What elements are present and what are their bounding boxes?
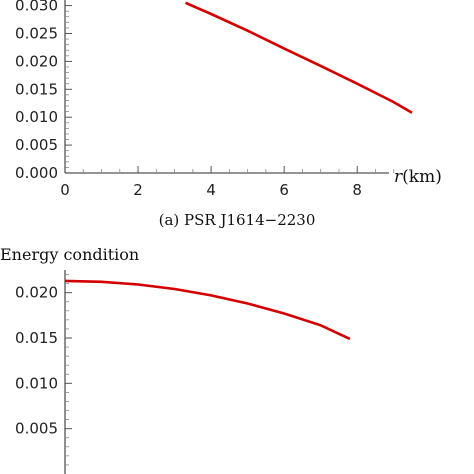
bottom-y-tick-label: 0.015 [15,329,58,347]
top-y-ticks: 0.000 0.005 0.010 0.015 0.020 0.025 0.030 [15,0,72,182]
top-x-tick-label: 8 [352,181,362,199]
top-chart: 0.000 0.005 0.010 0.015 0.020 0.025 0.030 0 2 4 6… [15,0,442,229]
bottom-y-tick-label: 0.020 [15,284,58,302]
bottom-chart: Energy condition 0.005 0.010 0.015 0.020 [0,245,351,474]
bottom-y-ticks: 0.005 0.010 0.015 0.020 [15,274,72,466]
bottom-chart-title: Energy condition [0,245,139,264]
top-y-tick-label: 0.030 [15,0,58,15]
top-x-tick-label: 2 [133,181,143,199]
top-y-tick-label: 0.020 [15,52,58,70]
top-x-axis-label: r(km) [394,167,442,187]
top-y-tick-label: 0.000 [15,164,58,182]
bottom-series-line [64,279,351,341]
top-caption: (a) PSR J1614−2230 [159,211,316,229]
top-y-tick-label: 0.005 [15,136,58,154]
top-x-tick-label: 6 [279,181,289,199]
bottom-y-tick-label: 0.005 [15,420,58,438]
top-y-tick-label: 0.015 [15,80,58,98]
bottom-y-tick-label: 0.010 [15,374,58,392]
top-series-line [184,1,413,114]
top-y-tick-label: 0.010 [15,108,58,126]
top-x-axis-var: r [394,167,403,187]
top-y-tick-label: 0.025 [15,24,58,42]
top-x-axis-unit: (km) [402,167,442,187]
top-x-ticks: 0 2 4 6 8 [60,166,395,199]
top-x-tick-label: 4 [206,181,216,199]
top-x-tick-label: 0 [60,181,70,199]
